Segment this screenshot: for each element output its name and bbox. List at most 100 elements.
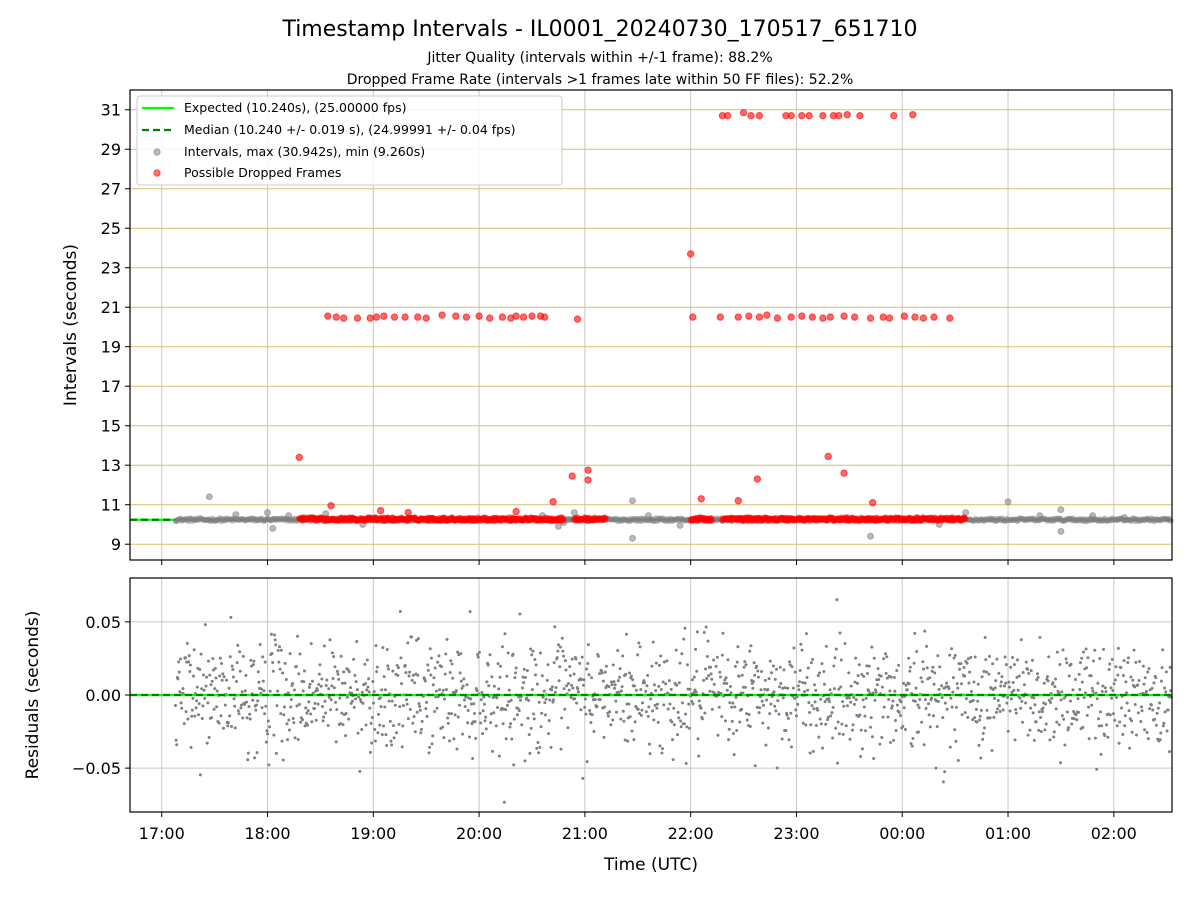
residual-point [1042, 681, 1046, 685]
residual-point [231, 675, 235, 679]
residual-point [633, 684, 637, 688]
residual-point [530, 653, 534, 657]
residual-point [614, 710, 618, 714]
residual-point [498, 675, 502, 679]
residual-point [318, 663, 322, 667]
residual-point [703, 711, 707, 715]
residual-point [560, 636, 564, 640]
residual-point [730, 705, 734, 709]
residual-point [520, 723, 524, 727]
residual-point [1118, 720, 1122, 724]
residual-point [637, 711, 641, 715]
residual-point [770, 671, 774, 675]
residual-point [576, 687, 580, 691]
residual-point [1133, 685, 1137, 689]
interval-point [1036, 512, 1044, 520]
residual-point [979, 756, 983, 760]
residual-point [236, 643, 240, 647]
residual-point [339, 721, 343, 725]
residual-point [1083, 691, 1087, 695]
residual-point [954, 739, 958, 743]
residual-point [550, 688, 554, 692]
residual-point [443, 697, 447, 701]
residual-point [495, 696, 499, 700]
residual-point [1106, 735, 1110, 739]
residual-point [526, 716, 530, 720]
residual-point [267, 763, 271, 767]
residual-point [579, 708, 583, 712]
residual-point [254, 703, 258, 707]
residual-point [1033, 703, 1037, 707]
residual-point [618, 675, 622, 679]
residual-point [1011, 681, 1015, 685]
residual-point [456, 715, 460, 719]
residual-point [736, 645, 740, 649]
residual-point [232, 697, 236, 701]
top-y-tick-label: 21 [101, 298, 121, 317]
residual-point [666, 707, 670, 711]
residual-point [1129, 675, 1133, 679]
residual-point [391, 724, 395, 728]
residual-point [230, 725, 234, 729]
residual-point [344, 712, 348, 716]
residual-point [1070, 722, 1074, 726]
residual-point [1125, 691, 1129, 695]
residual-point [1140, 709, 1144, 713]
residual-point [949, 696, 953, 700]
residual-point [675, 733, 679, 737]
residual-point [1038, 635, 1042, 639]
residual-point [383, 705, 387, 709]
residual-point [396, 666, 400, 670]
residual-point [271, 669, 275, 673]
residual-point [461, 684, 465, 688]
residual-point [197, 713, 201, 717]
residual-point [723, 678, 727, 682]
residual-point [512, 763, 516, 767]
residual-point [718, 670, 722, 674]
dropped-frame-point [573, 315, 582, 323]
residual-point [952, 656, 956, 660]
residual-point [465, 683, 469, 687]
residual-point [628, 715, 632, 719]
bottom-x-tick-label: 20:00 [456, 824, 502, 843]
residual-point [1031, 711, 1035, 715]
residual-point [514, 666, 518, 670]
dropped-frame-point [798, 312, 806, 320]
dropped-frame-point [840, 469, 848, 477]
residual-point [895, 703, 899, 707]
residual-point [1029, 669, 1033, 673]
residual-point [818, 717, 822, 721]
residual-point [523, 759, 527, 763]
residual-point [622, 719, 626, 723]
residual-point [863, 714, 867, 718]
residual-point [1036, 675, 1040, 679]
residual-point [368, 706, 372, 710]
residual-point [214, 676, 218, 680]
residual-point [429, 656, 433, 660]
residual-point [630, 729, 634, 733]
residual-point [1049, 700, 1053, 704]
residual-point [1024, 660, 1028, 664]
residual-point [953, 728, 957, 732]
residual-point [1047, 655, 1051, 659]
residual-point [695, 630, 699, 634]
residual-point [808, 751, 812, 755]
dropped-frame-point [540, 313, 549, 321]
residual-point [619, 689, 623, 693]
residual-point [837, 732, 841, 736]
residual-point [902, 706, 906, 710]
residual-point [761, 721, 765, 725]
residual-point [1045, 675, 1049, 679]
residual-point [350, 699, 354, 703]
residual-point [895, 669, 899, 673]
residual-point [1098, 656, 1102, 660]
residual-point [955, 705, 959, 709]
residual-point [187, 654, 191, 658]
residual-point [948, 653, 952, 657]
residual-point [695, 669, 699, 673]
residual-point [286, 738, 290, 742]
residual-point [1093, 648, 1097, 652]
dropped-frame-point [689, 313, 697, 321]
residual-point [400, 682, 404, 686]
residual-point [301, 718, 305, 722]
